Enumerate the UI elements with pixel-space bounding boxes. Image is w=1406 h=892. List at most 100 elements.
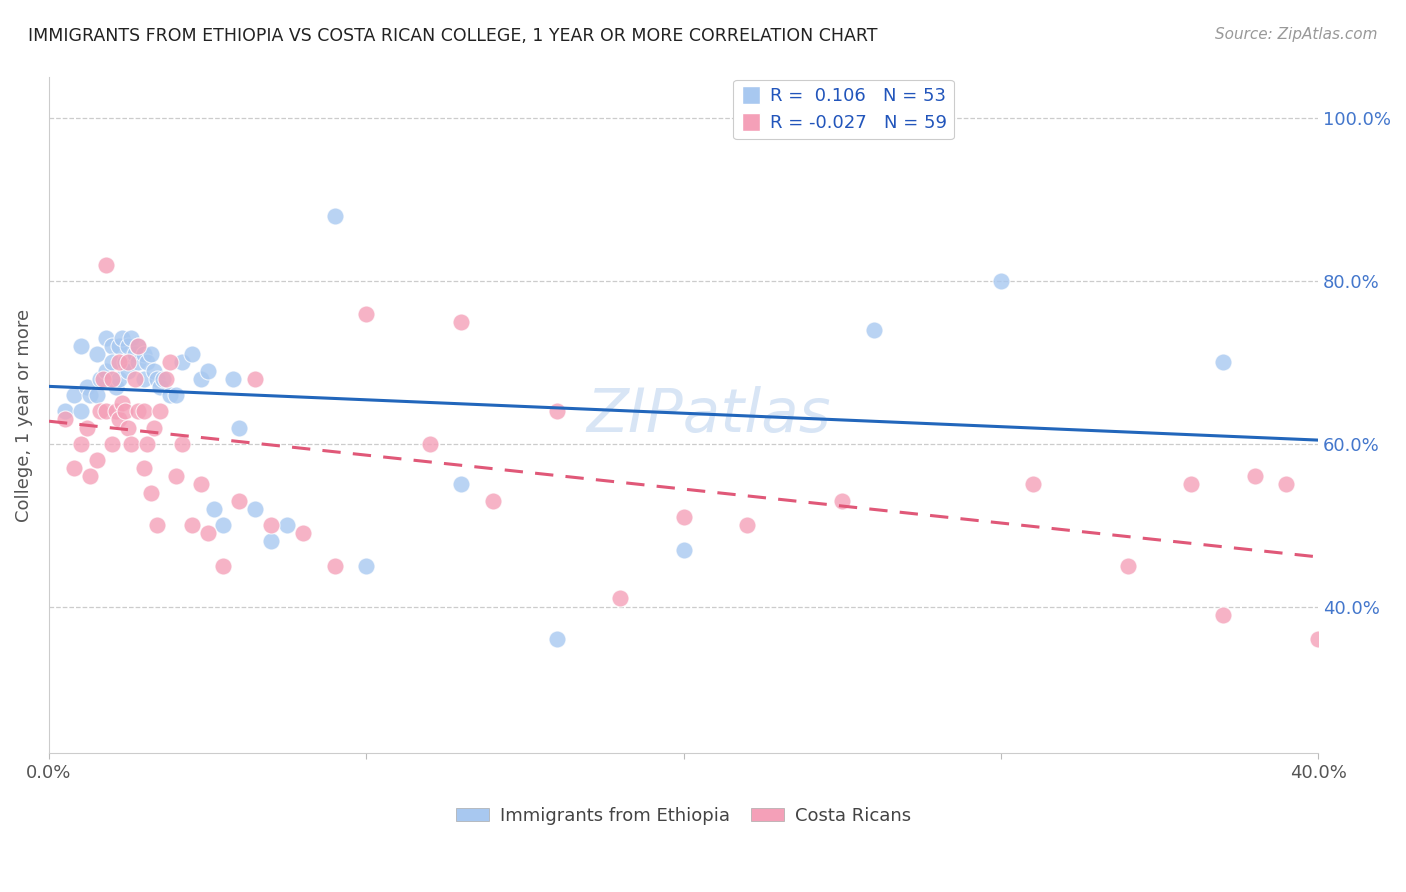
Point — [107, 372, 129, 386]
Point — [136, 355, 159, 369]
Point — [863, 323, 886, 337]
Point — [1212, 607, 1234, 622]
Point — [104, 380, 127, 394]
Point — [482, 493, 505, 508]
Point — [142, 363, 165, 377]
Point — [142, 420, 165, 434]
Point — [735, 518, 758, 533]
Point — [419, 437, 441, 451]
Point — [291, 526, 314, 541]
Point — [831, 493, 853, 508]
Point — [159, 355, 181, 369]
Point — [155, 372, 177, 386]
Point — [121, 437, 143, 451]
Point — [134, 372, 156, 386]
Point — [990, 274, 1012, 288]
Text: Source: ZipAtlas.com: Source: ZipAtlas.com — [1215, 27, 1378, 42]
Point — [1308, 632, 1330, 647]
Point — [202, 502, 225, 516]
Point — [79, 388, 101, 402]
Point — [212, 558, 235, 573]
Point — [111, 331, 134, 345]
Point — [197, 363, 219, 377]
Point — [1212, 355, 1234, 369]
Legend: Immigrants from Ethiopia, Costa Ricans: Immigrants from Ethiopia, Costa Ricans — [449, 799, 918, 831]
Point — [1275, 477, 1298, 491]
Point — [107, 412, 129, 426]
Text: ZIPatlas: ZIPatlas — [586, 386, 831, 445]
Point — [356, 558, 378, 573]
Point — [76, 380, 98, 394]
Point — [546, 632, 568, 647]
Point — [212, 518, 235, 533]
Point — [260, 518, 283, 533]
Point — [69, 339, 91, 353]
Point — [172, 437, 194, 451]
Point — [101, 355, 124, 369]
Point — [91, 372, 114, 386]
Point — [276, 518, 298, 533]
Point — [117, 420, 139, 434]
Point — [114, 355, 136, 369]
Point — [127, 339, 149, 353]
Point — [101, 339, 124, 353]
Point — [222, 372, 245, 386]
Point — [94, 404, 117, 418]
Point — [94, 363, 117, 377]
Point — [86, 347, 108, 361]
Point — [172, 355, 194, 369]
Point — [134, 347, 156, 361]
Point — [228, 493, 250, 508]
Point — [245, 372, 267, 386]
Point — [146, 518, 169, 533]
Point — [76, 420, 98, 434]
Point — [121, 331, 143, 345]
Point — [124, 347, 146, 361]
Point — [53, 412, 76, 426]
Point — [89, 404, 111, 418]
Point — [450, 315, 472, 329]
Point — [86, 388, 108, 402]
Point — [672, 542, 695, 557]
Point — [79, 469, 101, 483]
Point — [86, 453, 108, 467]
Point — [127, 355, 149, 369]
Point — [101, 437, 124, 451]
Point — [146, 372, 169, 386]
Point — [107, 355, 129, 369]
Point — [136, 437, 159, 451]
Point — [114, 404, 136, 418]
Point — [69, 404, 91, 418]
Point — [69, 437, 91, 451]
Point — [159, 388, 181, 402]
Point — [672, 510, 695, 524]
Point — [117, 355, 139, 369]
Point — [63, 461, 86, 475]
Point — [53, 404, 76, 418]
Point — [134, 404, 156, 418]
Point — [260, 534, 283, 549]
Point — [165, 388, 187, 402]
Point — [450, 477, 472, 491]
Point — [149, 404, 172, 418]
Point — [197, 526, 219, 541]
Point — [180, 347, 202, 361]
Point — [323, 209, 346, 223]
Point — [180, 518, 202, 533]
Point — [127, 404, 149, 418]
Point — [124, 372, 146, 386]
Point — [111, 396, 134, 410]
Point — [1116, 558, 1139, 573]
Point — [117, 363, 139, 377]
Point — [89, 372, 111, 386]
Y-axis label: College, 1 year or more: College, 1 year or more — [15, 309, 32, 522]
Point — [1243, 469, 1265, 483]
Point — [323, 558, 346, 573]
Point — [190, 477, 212, 491]
Point — [94, 331, 117, 345]
Point — [139, 485, 162, 500]
Point — [1180, 477, 1202, 491]
Point — [139, 347, 162, 361]
Point — [104, 404, 127, 418]
Point — [94, 258, 117, 272]
